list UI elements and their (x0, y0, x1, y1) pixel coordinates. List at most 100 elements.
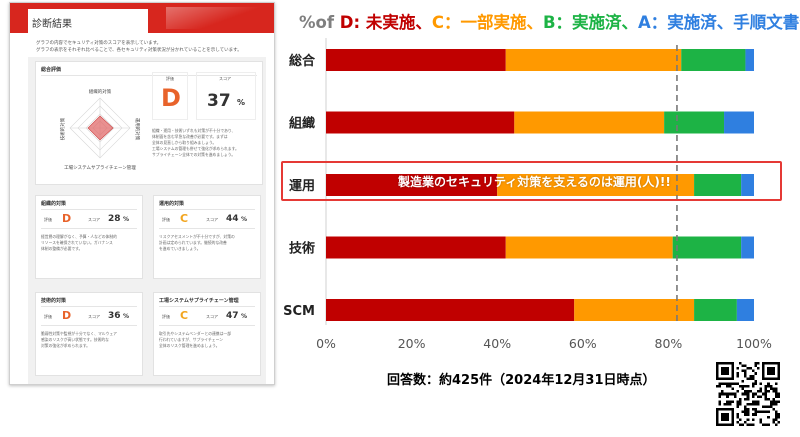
category-label: 技術 (289, 241, 315, 257)
desc-line: 計画は定められています。継続的な改善 (159, 240, 227, 245)
desc-line: 脆弱性対策や監視が十分でなく、マルウェア (41, 331, 117, 336)
chart-title-b: B：実施済、 (542, 13, 639, 32)
desc-line: 全体の見直しから取り組みましょう。 (152, 140, 217, 145)
x-tick-label: 60% (569, 336, 597, 351)
bar-D-4 (326, 299, 575, 321)
chart-annotation: 製造業のセキュリティ対策を支えるのは運用(人)!! (398, 175, 671, 189)
card-grade-label: 評価 (162, 314, 170, 319)
divider (41, 228, 137, 229)
desc-line: を進めていきましょう。 (159, 246, 201, 251)
qr-code-icon[interactable] (716, 362, 780, 426)
card-grade-label: 評価 (44, 217, 52, 222)
bar-B-0 (681, 49, 746, 71)
intro-line: グラフの表示をそれぞれ比べることで、各セキュリティ対策状況が分かれていることを示… (36, 48, 242, 53)
card-grade: C (180, 309, 189, 322)
desc-line: リソースを確保されていない。ガバナンス (41, 240, 113, 245)
desc-line: サプライチェーン全体での対策を進めましょう。 (152, 152, 236, 157)
overall-title: 総合評価 (41, 67, 62, 73)
bar-B-4 (694, 299, 737, 321)
radar-label-bottom: 工場システムサプライチェーン管理 (64, 164, 136, 171)
bar-A-2 (741, 174, 754, 196)
category-label: 運用 (289, 179, 315, 194)
card-score-unit: % (123, 216, 130, 223)
x-tick-label: 0% (316, 336, 336, 351)
card-score: 44 (226, 214, 239, 224)
bar-C-2 (497, 174, 695, 196)
desc-line: 組織・運用・技術いずれも対策が不十分であり、 (152, 128, 236, 133)
x-tick-label: 100% (736, 336, 772, 351)
divider (159, 306, 255, 307)
bar-C-1 (514, 111, 665, 134)
card-score-label: スコア (88, 314, 100, 319)
card-title: 技術的対策 (41, 298, 67, 304)
chart-title: %of D: 未実施、C：一部実施、B：実施済、A：実施済、手順文書化 (299, 9, 800, 33)
divider (41, 325, 137, 326)
report-title-tab: 診断結果 (28, 9, 148, 33)
divider (159, 228, 255, 229)
report-thumbnail: 診断結果 グラフの内容でセキュリティ対策のスコアを表示しています。 グラフの表示… (9, 2, 275, 385)
card-org: 組織的対策 評価 D スコア 28% 経営層の理解がなく、予算・人などの体制的 リソースを確… (35, 195, 143, 279)
card-title: 運用的対策 (159, 201, 185, 207)
bar-B-2 (694, 174, 742, 196)
divider (159, 209, 255, 210)
card-grade: D (62, 212, 72, 225)
divider (159, 325, 255, 326)
bar-B-1 (664, 111, 725, 134)
desc-line: 工場システムの管理も併せて強化が求められます。 (152, 146, 239, 151)
card-score-unit: % (123, 313, 130, 320)
overall-grade: D (161, 84, 181, 112)
desc-line: 体制の整備が必要です。 (41, 246, 83, 251)
chart-title-d: D: 未実施、 (339, 13, 432, 32)
category-label: 総合 (289, 53, 316, 69)
overall-score-box: スコア 37 % (196, 72, 256, 120)
bar-D-3 (326, 236, 506, 259)
bar-D-1 (326, 111, 515, 134)
bar-C-4 (574, 299, 695, 321)
card-grade-label: 評価 (44, 314, 52, 319)
radar-label-top: 組織的対策 (89, 88, 112, 95)
card-score-label: スコア (206, 217, 218, 222)
overall-grade-box: 評価 D (152, 72, 188, 120)
card-score-unit: % (241, 313, 248, 320)
divider (41, 209, 137, 210)
card-score-label: スコア (88, 217, 100, 222)
overall-score-unit: % (237, 98, 246, 107)
card-score: 28 (108, 214, 121, 224)
bar-A-4 (736, 299, 754, 321)
desc-line: 取引先やシステムベンダーとの連携は一部 (159, 331, 231, 336)
overall-score: 37 (207, 91, 231, 111)
card-score-unit: % (241, 216, 248, 223)
overall-card: 総合評価 組織的対策 運用的対策 工場システムサプライチェーン管理 技術的対策 … (35, 61, 263, 185)
card-grade-label: 評価 (162, 217, 170, 222)
card-tech: 技術的対策評価 D スコア 36% 脆弱性対策や監視が十分でなく、マルウェア 感染のリスク… (35, 292, 143, 376)
desc-line: 感染のリスクが高い状態です。技術的な (41, 337, 109, 342)
desc-line: リスクアセスメントが不十分ですが、対策の (159, 234, 235, 239)
bar-C-0 (505, 49, 682, 71)
bar-D-0 (326, 49, 506, 71)
bar-A-1 (724, 111, 754, 134)
score-label: スコア (219, 76, 231, 81)
desc-line: 行われていますが、サプライチェーン (159, 337, 223, 342)
overall-description: 組織・運用・技術いずれも対策が不十分であり、 体制面を含む早急な改善が必要です。… (152, 128, 260, 158)
chart-title-a: A：実施済、手順文書化 (638, 13, 800, 32)
divider (41, 75, 257, 76)
card-grade: D (62, 309, 72, 322)
intro-line: グラフの内容でセキュリティ対策のスコアを表示しています。 (36, 41, 162, 46)
radar-label-right: 運用的対策 (134, 118, 141, 141)
card-description: リスクアセスメントが不十分ですが、対策の 計画は定められています。継続的な改善 を進… (159, 234, 259, 252)
desc-line: 対策の強化が求められます。 (41, 343, 90, 348)
chart-title-c: C：一部実施、 (431, 13, 543, 32)
bar-A-3 (741, 236, 754, 259)
radar-score-shape (87, 115, 114, 141)
card-score: 36 (108, 311, 121, 321)
desc-line: 経営層の理解がなく、予算・人などの体制的 (41, 234, 117, 239)
report-title: 診断結果 (32, 19, 72, 30)
bar-A-0 (745, 49, 754, 71)
card-title: 工場システムサプライチェーン管理 (159, 298, 239, 304)
chart-title-prefix: %of (299, 13, 340, 32)
report-header: 診断結果 (10, 3, 274, 33)
desc-line: 全体のリスク管理を進めましょう。 (159, 343, 220, 348)
radar-label-left: 技術的対策 (59, 117, 66, 140)
card-score: 47 (226, 311, 239, 321)
